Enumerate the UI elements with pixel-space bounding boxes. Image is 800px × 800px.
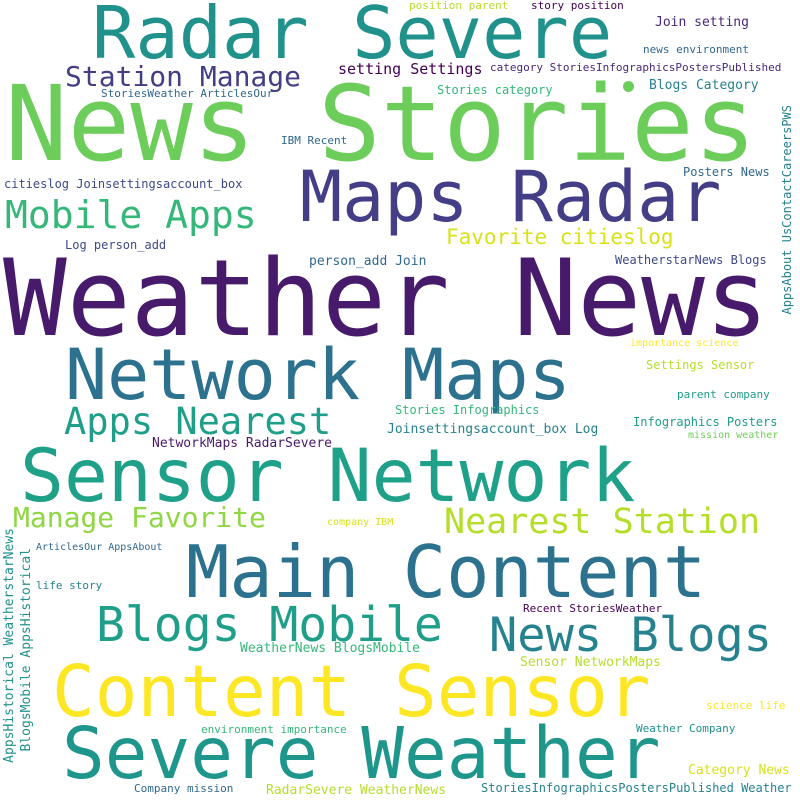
- word-radarsevere-weathernews: RadarSevere WeatherNews: [266, 783, 447, 798]
- decorative-dot: [623, 81, 634, 92]
- word-mobile-apps: Mobile Apps: [5, 193, 257, 237]
- word-stories-category: Stories category: [437, 83, 553, 97]
- word-ibm-recent: IBM Recent: [281, 134, 348, 147]
- word-story-position: story position: [531, 0, 624, 12]
- word-joinsettingsaccount-box-log: Joinsettingsaccount_box Log: [387, 422, 599, 437]
- word-favorite-citieslog: Favorite citieslog: [446, 225, 674, 249]
- word-severe-weather: Severe Weather: [62, 712, 661, 795]
- word-category-storiesinfographicspostersPublished: category StoriesInfographicsPostersPubli…: [490, 61, 782, 74]
- word-life-story: life story: [36, 579, 103, 592]
- word-weather-company: Weather Company: [636, 722, 736, 735]
- word-recent-storiesweather: Recent StoriesWeather: [523, 602, 663, 615]
- word-company-mission: Company mission: [134, 782, 234, 795]
- word-nearest-station: Nearest Station: [444, 502, 761, 542]
- word-weatherstarnews-blogs: WeatherstarNews Blogs: [615, 253, 767, 267]
- word-position-parent: position parent: [409, 0, 509, 12]
- word-news-blogs: News Blogs: [489, 608, 772, 663]
- word-setting-settings: setting Settings: [338, 60, 483, 78]
- word-importance-science: importance science: [630, 338, 739, 349]
- word-networkmaps-radarsevere: NetworkMaps RadarSevere: [152, 436, 333, 451]
- word-main-content: Main Content: [186, 530, 707, 614]
- word-content-sensor: Content Sensor: [52, 650, 651, 733]
- word-mission-weather: mission weather: [688, 430, 779, 441]
- word-blogs-category: Blogs Category: [649, 78, 759, 93]
- word-station-manage: Station Manage: [65, 60, 302, 93]
- word-maps-radar: Maps Radar: [300, 156, 722, 238]
- word-weathernews-blogsmobile: WeatherNews BlogsMobile: [240, 641, 421, 656]
- word-science-life: science life: [706, 699, 786, 712]
- word-blogs-mobile: Blogs Mobile: [96, 597, 443, 653]
- word-log-person-add: Log person_add: [65, 238, 167, 252]
- word-appshistorical-weatherstarnews: AppsHistorical WeatherstarNews: [2, 528, 17, 763]
- word-infographics-posters: Infographics Posters: [633, 415, 778, 429]
- word-settings-sensor: Settings Sensor: [646, 358, 755, 372]
- word-apps-nearest: Apps Nearest: [64, 400, 332, 443]
- word-radar-severe: Radar Severe: [92, 0, 613, 75]
- word-manage-favorite: Manage Favorite: [13, 501, 266, 534]
- word-citieslog-joinsettingsaccount-box: citieslog Joinsettingsaccount_box: [4, 177, 243, 191]
- word-environment-importance: environment importance: [201, 723, 347, 736]
- word-person-add-join: person_add Join: [309, 254, 427, 269]
- word-company-ibm: company IBM: [327, 517, 394, 528]
- word-storiesweather-articlesour: StoriesWeather ArticlesOur: [101, 87, 274, 100]
- word-join-setting: Join setting: [655, 15, 749, 30]
- word-sensor-network: Sensor Network: [20, 434, 636, 519]
- word-parent-company: parent company: [677, 388, 770, 401]
- word-weather-news: Weather News: [3, 237, 769, 360]
- word-network-maps: Network Maps: [65, 334, 571, 416]
- word-storiesinfographicspostersPublished-weather: StoriesInfographicsPostersPublished Weat…: [481, 781, 792, 795]
- word-sensor-networkmaps: Sensor NetworkMaps: [520, 655, 661, 670]
- word-news-stories: News Stories: [5, 63, 757, 185]
- word-appsabout-uscontactcareerspws: AppsAbout UsContactCareersPWS: [780, 105, 794, 315]
- word-category-news: Category News: [688, 763, 790, 778]
- word-posters-news: Posters News: [683, 165, 770, 179]
- word-stories-infographics: Stories Infographics: [395, 403, 540, 417]
- word-articlesour-appsabout: ArticlesOur AppsAbout: [36, 542, 163, 553]
- word-blogsmobile-appshistorical: BlogsMobile AppsHistorical: [19, 548, 34, 752]
- word-news-environment: news environment: [643, 43, 749, 56]
